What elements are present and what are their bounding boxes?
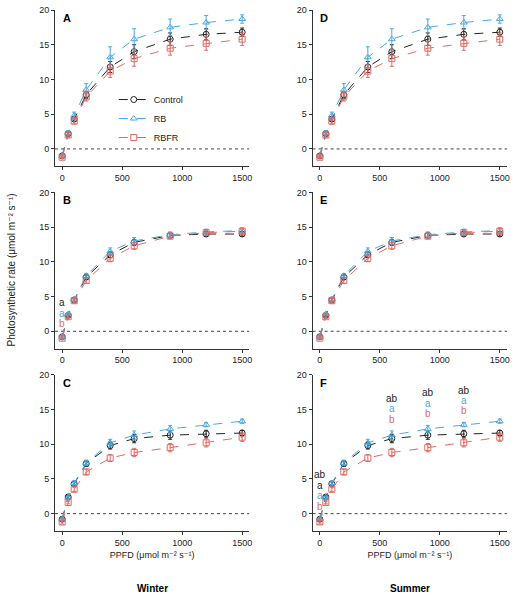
svg-text:1000: 1000 <box>430 355 450 365</box>
svg-text:500: 500 <box>115 173 130 183</box>
svg-text:0: 0 <box>60 173 65 183</box>
svg-text:b: b <box>461 405 467 416</box>
svg-text:0: 0 <box>302 144 307 154</box>
svg-text:0: 0 <box>44 144 49 154</box>
svg-text:C: C <box>63 377 71 389</box>
svg-text:20: 20 <box>297 370 307 380</box>
svg-text:1000: 1000 <box>430 173 450 183</box>
svg-text:1500: 1500 <box>232 355 252 365</box>
svg-text:10: 10 <box>39 257 49 267</box>
svg-text:15: 15 <box>39 40 49 50</box>
svg-text:1000: 1000 <box>172 355 192 365</box>
svg-text:500: 500 <box>372 355 387 365</box>
svg-text:5: 5 <box>44 292 49 302</box>
svg-text:20: 20 <box>297 5 307 15</box>
svg-text:a: a <box>461 395 467 406</box>
svg-text:1000: 1000 <box>172 538 192 548</box>
svg-text:15: 15 <box>39 222 49 232</box>
svg-text:1000: 1000 <box>430 538 450 548</box>
svg-text:b: b <box>389 414 395 425</box>
svg-text:500: 500 <box>115 355 130 365</box>
svg-text:Winter: Winter <box>137 583 168 594</box>
svg-text:a: a <box>389 403 395 414</box>
svg-text:1500: 1500 <box>232 538 252 548</box>
svg-text:0: 0 <box>317 355 322 365</box>
svg-text:0: 0 <box>317 173 322 183</box>
svg-text:500: 500 <box>115 538 130 548</box>
svg-text:A: A <box>63 12 71 24</box>
svg-text:ab: ab <box>314 469 326 480</box>
svg-text:a: a <box>317 490 323 501</box>
svg-text:Photosynthetic rate (μmol m⁻²: Photosynthetic rate (μmol m⁻² s⁻¹) <box>6 193 17 346</box>
svg-text:PPFD (μmol m⁻² s⁻¹): PPFD (μmol m⁻² s⁻¹) <box>367 550 452 560</box>
svg-text:1500: 1500 <box>490 538 510 548</box>
svg-text:0: 0 <box>302 326 307 336</box>
svg-text:5: 5 <box>44 109 49 119</box>
svg-text:20: 20 <box>39 370 49 380</box>
svg-text:20: 20 <box>39 5 49 15</box>
svg-text:b: b <box>59 318 65 329</box>
svg-text:20: 20 <box>297 188 307 198</box>
svg-text:ab: ab <box>458 385 470 396</box>
svg-text:0: 0 <box>44 326 49 336</box>
svg-text:b: b <box>317 501 323 512</box>
svg-text:1500: 1500 <box>490 173 510 183</box>
svg-text:D: D <box>320 12 328 24</box>
svg-text:500: 500 <box>372 538 387 548</box>
svg-text:Summer: Summer <box>390 583 430 594</box>
svg-text:PPFD (μmol m⁻² s⁻¹): PPFD (μmol m⁻² s⁻¹) <box>110 550 195 560</box>
svg-text:a: a <box>59 308 65 319</box>
svg-text:0: 0 <box>60 355 65 365</box>
svg-text:E: E <box>320 194 327 206</box>
svg-text:0: 0 <box>302 509 307 519</box>
svg-text:500: 500 <box>372 173 387 183</box>
svg-text:1500: 1500 <box>232 173 252 183</box>
svg-text:10: 10 <box>297 75 307 85</box>
svg-text:b: b <box>425 408 431 419</box>
svg-text:5: 5 <box>302 292 307 302</box>
svg-text:RBFR: RBFR <box>154 133 179 143</box>
svg-text:10: 10 <box>297 257 307 267</box>
svg-text:B: B <box>63 194 71 206</box>
svg-text:15: 15 <box>297 405 307 415</box>
svg-text:15: 15 <box>297 222 307 232</box>
svg-text:10: 10 <box>39 439 49 449</box>
svg-text:0: 0 <box>317 538 322 548</box>
svg-text:1500: 1500 <box>490 355 510 365</box>
svg-text:RB: RB <box>154 114 167 124</box>
svg-text:0: 0 <box>60 538 65 548</box>
svg-text:ab: ab <box>386 393 398 404</box>
svg-text:20: 20 <box>39 188 49 198</box>
svg-text:5: 5 <box>44 474 49 484</box>
svg-text:Control: Control <box>154 95 183 105</box>
svg-text:a: a <box>425 398 431 409</box>
svg-text:15: 15 <box>39 405 49 415</box>
svg-text:10: 10 <box>39 75 49 85</box>
svg-text:15: 15 <box>297 40 307 50</box>
svg-text:ab: ab <box>422 387 434 398</box>
svg-text:F: F <box>320 377 327 389</box>
svg-text:1000: 1000 <box>172 173 192 183</box>
svg-text:a: a <box>59 297 65 308</box>
svg-text:10: 10 <box>297 439 307 449</box>
svg-text:5: 5 <box>302 474 307 484</box>
svg-text:5: 5 <box>302 109 307 119</box>
svg-text:a: a <box>317 480 323 491</box>
svg-text:0: 0 <box>44 509 49 519</box>
